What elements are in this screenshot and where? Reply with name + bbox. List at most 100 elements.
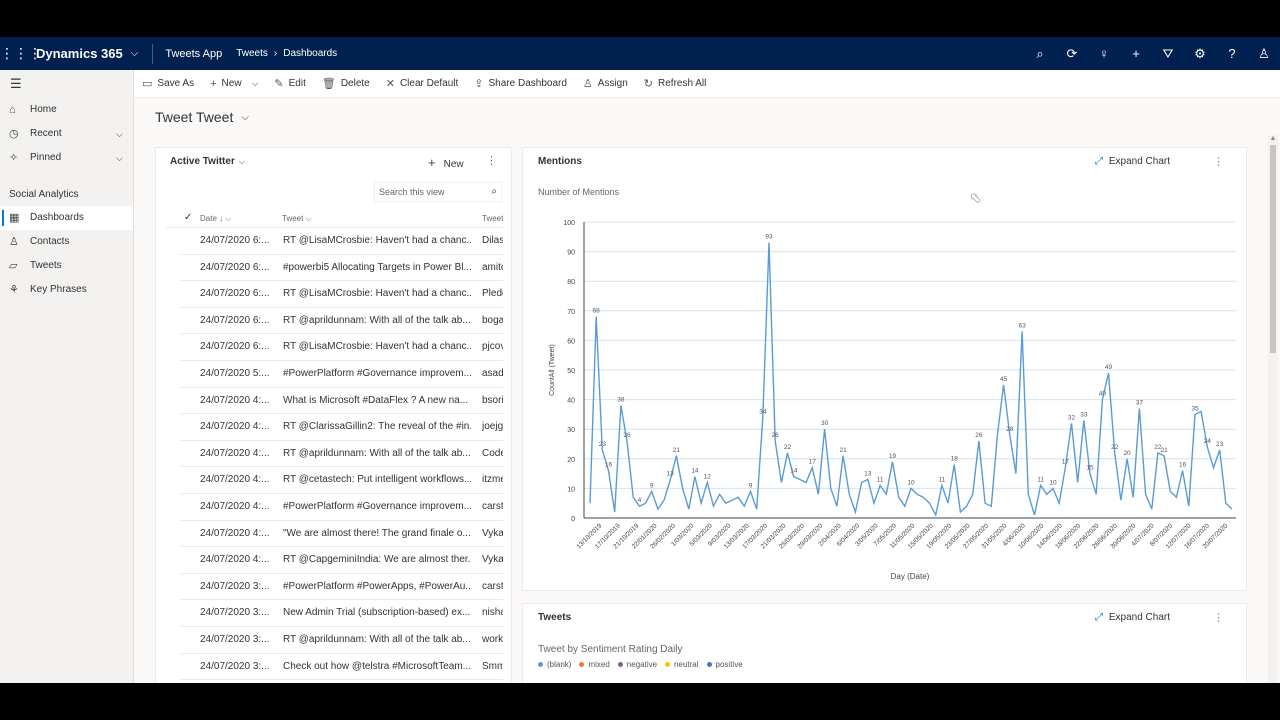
row-user[interactable]: amitc: [482, 261, 503, 273]
row-tweet[interactable]: RT @CapgeminiIndia: We are almost ther..…: [283, 554, 471, 566]
expand-chart-button[interactable]: ⤢ Expand Chart: [1095, 612, 1170, 623]
row-user[interactable]: Dilas: [482, 235, 503, 246]
row-user[interactable]: Code: [482, 447, 503, 459]
table-row[interactable]: 24/07/2020 6:... RT @LisaMCrosbie: Haven'…: [180, 281, 503, 308]
table-row[interactable]: 24/07/2020 4:... RT @ClarissaGillin2: The…: [180, 414, 503, 441]
sync-icon[interactable]: ⟳: [1066, 45, 1078, 61]
expand-chart-button[interactable]: ⤢ Expand Chart: [1095, 156, 1170, 167]
brand-name[interactable]: Dynamics 365: [36, 46, 123, 61]
table-row[interactable]: 24/07/2020 5:... #PowerPlatform #Governan…: [180, 361, 503, 388]
legend-item[interactable]: neutral: [665, 660, 699, 669]
new-button[interactable]: + New ⌵: [210, 78, 258, 90]
hamburger-icon[interactable]: ☰: [10, 76, 22, 91]
table-row[interactable]: 24/07/2020 4:... "We are almost there! Th…: [180, 521, 503, 548]
assign-button[interactable]: ♙ Assign: [583, 77, 628, 90]
chevron-down-icon[interactable]: ⌵: [241, 111, 249, 123]
search-input[interactable]: Search this view ⌕: [374, 182, 502, 202]
row-user[interactable]: pjcov: [482, 341, 503, 353]
column-header-tweet[interactable]: Tweet ⌵: [282, 214, 312, 223]
column-header-date[interactable]: Date ↓ ⌵: [200, 214, 232, 223]
save-as-button[interactable]: ▭ Save As: [142, 77, 194, 90]
chevron-down-icon[interactable]: ⌵: [238, 157, 245, 166]
table-row[interactable]: 24/07/2020 4:... RT @CapgeminiIndia: We a…: [180, 547, 503, 574]
table-row[interactable]: 24/07/2020 4:... #PowerPlatform #Governan…: [180, 494, 503, 521]
nav-item-recent[interactable]: ◷ Recent ⌵: [0, 122, 133, 146]
legend-item[interactable]: positive: [706, 660, 743, 669]
nav-item-key-phrases[interactable]: ⚘ Key Phrases: [0, 278, 133, 302]
column-header-tweet-user[interactable]: Tweet: [482, 214, 504, 223]
row-user[interactable]: asad: [482, 367, 503, 379]
row-user[interactable]: Smm: [482, 660, 503, 672]
scrollbar-thumb[interactable]: [1270, 145, 1276, 353]
row-tweet[interactable]: RT @LisaMCrosbie: Haven't had a chanc...: [283, 235, 471, 246]
waffle-icon[interactable]: ⋮⋮⋮: [0, 45, 42, 61]
search-icon[interactable]: ⌕: [1036, 45, 1044, 61]
row-user[interactable]: joejg: [482, 421, 503, 433]
lightbulb-icon[interactable]: ♀: [1099, 46, 1109, 61]
row-user[interactable]: nisha: [482, 607, 503, 619]
row-tweet[interactable]: New Admin Trial (subscription-based) ex.…: [283, 607, 471, 619]
row-tweet[interactable]: #powerbi5 Allocating Targets in Power Bl…: [283, 261, 471, 273]
nav-item-pinned[interactable]: ✧ Pinned ⌵: [0, 146, 133, 170]
user-icon[interactable]: ♙: [1258, 45, 1270, 61]
view-selector[interactable]: Active Twitter ⌵: [170, 156, 245, 167]
table-row[interactable]: 24/07/2020 3:... RT @aprildunnam: With al…: [180, 627, 503, 654]
row-tweet[interactable]: RT @LisaMCrosbie: Haven't had a chanc...: [283, 288, 471, 300]
app-name[interactable]: Tweets App: [165, 47, 223, 60]
row-user[interactable]: Vyka: [482, 527, 503, 539]
share-dashboard-button[interactable]: ⇪ Share Dashboard: [474, 77, 567, 90]
more-options-icon[interactable]: ⋮: [486, 155, 497, 167]
table-row[interactable]: 24/07/2020 6:... RT @LisaMCrosbie: Haven'…: [180, 228, 503, 255]
table-row[interactable]: 24/07/2020 3:... New Admin Trial (subscri…: [180, 600, 503, 627]
chevron-down-icon[interactable]: ⌵: [116, 153, 123, 163]
table-row[interactable]: 24/07/2020 3:... Check out how @telstra #…: [180, 654, 503, 681]
row-tweet[interactable]: RT @LisaMCrosbie: Haven't had a chanc...: [283, 341, 471, 353]
table-row[interactable]: 24/07/2020 4:... What is Microsoft #DataF…: [180, 388, 503, 415]
row-tweet[interactable]: "We are almost there! The grand finale o…: [283, 527, 471, 539]
row-tweet[interactable]: #PowerPlatform #Governance improvem...: [283, 500, 471, 512]
help-icon[interactable]: ?: [1228, 46, 1236, 61]
row-user[interactable]: boga: [482, 314, 503, 326]
table-row[interactable]: 24/07/2020 4:... RT @cetastech: Put intel…: [180, 467, 503, 494]
nav-item-contacts[interactable]: ♙ Contacts: [0, 230, 133, 254]
edit-button[interactable]: ✎ Edit: [274, 77, 305, 90]
add-icon[interactable]: +: [1132, 46, 1140, 61]
table-row[interactable]: 24/07/2020 3:... #PowerPlatform #PowerApp…: [180, 574, 503, 601]
table-row[interactable]: 24/07/2020 6:... RT @LisaMCrosbie: Haven'…: [180, 334, 503, 361]
row-tweet[interactable]: What is Microsoft #DataFlex ? A new na..…: [283, 394, 469, 406]
mentions-series-line[interactable]: [589, 242, 1233, 518]
row-tweet[interactable]: Check out how @telstra #MicrosoftTeam...: [283, 660, 471, 672]
row-user[interactable]: work: [482, 633, 503, 645]
select-all-checkbox[interactable]: ✓: [184, 212, 193, 223]
row-user[interactable]: carst: [482, 500, 503, 512]
row-tweet[interactable]: RT @aprildunnam: With all of the talk ab…: [283, 314, 471, 326]
nav-item-tweets[interactable]: ▱ Tweets: [0, 254, 133, 278]
refresh-all-button[interactable]: ↻ Refresh All: [644, 77, 707, 90]
more-options-icon[interactable]: ⋮: [1213, 156, 1224, 168]
row-tweet[interactable]: RT @ClarissaGillin2: The reveal of the #…: [283, 421, 471, 433]
gear-icon[interactable]: ⚙: [1194, 45, 1206, 61]
row-tweet[interactable]: RT @cetastech: Put intelligent workflows…: [283, 474, 471, 486]
clear-default-button[interactable]: ✕ Clear Default: [386, 77, 459, 90]
row-user[interactable]: itzme: [482, 474, 503, 486]
mentions-line-chart[interactable]: Number of Mentions 0 10 20 30 40 50 60 70 80 90 100…: [523, 148, 1248, 592]
chevron-down-icon[interactable]: ⌵: [116, 129, 123, 139]
chevron-down-icon[interactable]: ⌵: [251, 78, 259, 88]
row-user[interactable]: bsori: [482, 394, 503, 406]
filter-icon[interactable]: ⛛: [1162, 45, 1174, 61]
nav-item-dashboards[interactable]: ▦ Dashboards: [0, 206, 133, 230]
row-tweet[interactable]: RT @aprildunnam: With all of the talk ab…: [283, 633, 471, 645]
row-user[interactable]: Vyka: [482, 554, 503, 566]
row-user[interactable]: Pledg: [482, 288, 503, 300]
legend-item[interactable]: (blank): [538, 660, 571, 669]
table-row[interactable]: 24/07/2020 6:... #powerbi5 Allocating Tar…: [180, 255, 503, 282]
table-row[interactable]: 24/07/2020 4:... RT @aprildunnam: With al…: [180, 441, 503, 468]
table-row[interactable]: 24/07/2020 6:... RT @aprildunnam: With al…: [180, 308, 503, 335]
search-icon[interactable]: ⌕: [491, 186, 497, 197]
chevron-down-icon[interactable]: ⌵: [130, 48, 139, 59]
nav-item-home[interactable]: ⌂ Home: [0, 98, 133, 122]
delete-button[interactable]: 🗑 Delete: [322, 77, 370, 90]
row-tweet[interactable]: #PowerPlatform #PowerApps, #PowerAu...: [283, 580, 471, 592]
list-new-button[interactable]: + New: [428, 155, 464, 170]
more-options-icon[interactable]: ⋮: [1213, 612, 1224, 624]
